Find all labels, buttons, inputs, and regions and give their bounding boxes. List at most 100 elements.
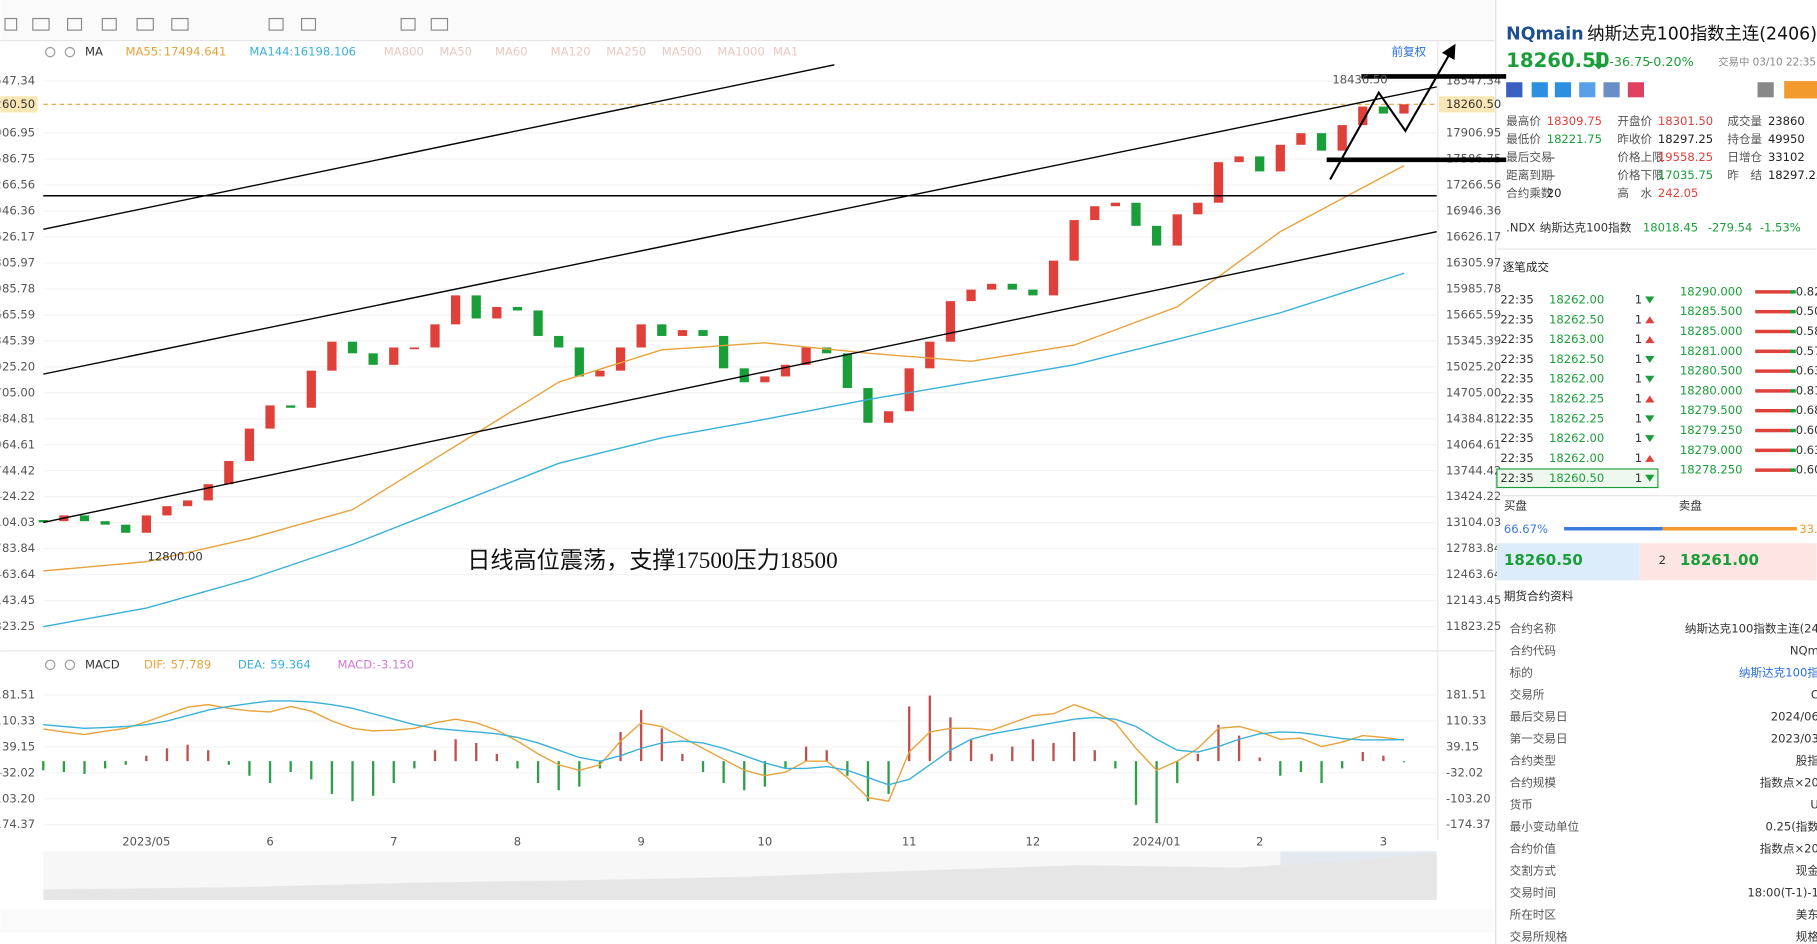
y-tick-label: 14064.61 bbox=[1446, 437, 1501, 451]
contract-label: 货币 bbox=[1510, 798, 1533, 812]
y-tick-label-left: 17266.56 bbox=[0, 177, 35, 191]
stat-value: 18309.75 bbox=[1547, 114, 1602, 128]
ask-bar bbox=[1662, 527, 1797, 531]
trade-time: 22:35 bbox=[1500, 352, 1533, 366]
x-tick-label: 2 bbox=[1256, 835, 1263, 849]
y-tick-label-left: 14384.81 bbox=[0, 411, 35, 425]
ask-box[interactable] bbox=[1639, 543, 1817, 581]
contract-name: 纳斯达克100指数主连(2406) bbox=[1587, 25, 1817, 45]
candle bbox=[533, 310, 543, 336]
depth-bar-red bbox=[1755, 290, 1790, 294]
depth-bar-red bbox=[1755, 349, 1790, 354]
candle bbox=[1193, 202, 1203, 215]
trend-line bbox=[43, 64, 835, 231]
macd-bar bbox=[1011, 746, 1014, 762]
candle bbox=[224, 460, 234, 485]
macd-bar bbox=[248, 761, 251, 776]
depth-bar-red bbox=[1755, 389, 1790, 393]
macd-bar bbox=[1176, 761, 1179, 784]
x-tick-label: 12 bbox=[1026, 835, 1041, 849]
close-icon[interactable] bbox=[64, 659, 76, 671]
trade-dir bbox=[1645, 355, 1655, 363]
candle bbox=[1399, 104, 1409, 114]
bid-box[interactable] bbox=[1496, 543, 1640, 581]
stat-label: 持仓量 bbox=[1727, 132, 1762, 146]
candle bbox=[780, 364, 791, 377]
ask-pct: 33.3 bbox=[1799, 522, 1817, 536]
stat-label: 高 水 bbox=[1617, 186, 1652, 200]
macd-bar bbox=[990, 753, 993, 762]
index-code: .NDX bbox=[1506, 221, 1535, 235]
depth-bar-red bbox=[1755, 369, 1790, 373]
low-label: 12800.00 bbox=[148, 550, 203, 564]
trade-price: 18262.50 bbox=[1549, 352, 1604, 366]
y-tick-label-left: 13744.42 bbox=[0, 463, 35, 477]
stat-label: 价格下限 bbox=[1617, 168, 1664, 182]
last-price-label-left: 18260.50 bbox=[0, 97, 35, 111]
candle bbox=[1275, 144, 1285, 172]
depth-bar-red bbox=[1755, 329, 1790, 334]
macd-bar bbox=[165, 748, 169, 762]
y-tick-label: -103.20 bbox=[1446, 791, 1491, 805]
macd-bar bbox=[1093, 750, 1096, 762]
trend-line bbox=[43, 86, 1437, 375]
candle bbox=[1255, 156, 1265, 172]
candle bbox=[1378, 106, 1389, 114]
candle bbox=[739, 368, 749, 383]
contract-value: 纳斯达克100指 bbox=[1739, 665, 1817, 679]
adjust-button[interactable]: 前复权 bbox=[1392, 45, 1427, 59]
x-tick-label: 8 bbox=[514, 835, 521, 849]
macd-bar bbox=[928, 695, 931, 762]
candle bbox=[203, 484, 213, 501]
macd-bar bbox=[1114, 761, 1117, 769]
trade-time: 22:35 bbox=[1500, 411, 1533, 425]
y-tick-label: 11823.25 bbox=[1446, 619, 1501, 633]
candle bbox=[574, 347, 584, 377]
y-tick-label-left: 39.15 bbox=[2, 739, 35, 753]
y-tick-label: 12143.45 bbox=[1446, 593, 1501, 607]
close-icon[interactable] bbox=[64, 46, 76, 58]
y-tick-label: 14384.81 bbox=[1446, 411, 1501, 425]
candle bbox=[327, 341, 337, 371]
candle bbox=[554, 335, 564, 348]
candle bbox=[1007, 283, 1017, 290]
candle bbox=[615, 347, 626, 371]
x-tick-label: 7 bbox=[390, 835, 397, 849]
macd-bar bbox=[1279, 761, 1282, 776]
candle bbox=[512, 306, 523, 311]
y-tick-label: 15025.20 bbox=[1446, 359, 1501, 373]
macd-bar bbox=[969, 739, 973, 762]
change: -36.75 bbox=[1609, 55, 1650, 70]
trade-qty: 1 bbox=[1635, 292, 1642, 306]
symbol: NQmain bbox=[1506, 25, 1583, 45]
candle bbox=[698, 330, 708, 336]
x-tick-label: 11 bbox=[902, 835, 917, 849]
candle bbox=[1358, 106, 1368, 126]
macd-bar bbox=[392, 761, 395, 784]
y-tick-label: 16626.17 bbox=[1446, 229, 1501, 243]
macd-bar bbox=[454, 739, 457, 762]
macd-bar bbox=[1196, 753, 1199, 762]
macd-bar bbox=[578, 761, 581, 787]
trade-dir bbox=[1645, 336, 1655, 344]
arrow-path bbox=[1329, 43, 1456, 181]
candle bbox=[471, 295, 481, 319]
y-tick-label-left: 15985.78 bbox=[0, 281, 35, 295]
contract-label: 合约代码 bbox=[1510, 643, 1556, 657]
settings-icon[interactable] bbox=[45, 659, 56, 671]
y-tick-label-left: 12143.45 bbox=[0, 593, 35, 607]
macd-bar bbox=[433, 750, 437, 762]
contract-value: 指数点×20 bbox=[1760, 842, 1817, 856]
stat-value: 18297.25 bbox=[1768, 168, 1817, 182]
macd-bar bbox=[846, 761, 849, 776]
candle bbox=[1316, 133, 1327, 151]
contract-label: 交割方式 bbox=[1510, 864, 1557, 878]
indicator-line bbox=[43, 272, 1405, 628]
settings-icon[interactable] bbox=[45, 46, 56, 58]
depth-price: 18281.000 bbox=[1680, 344, 1743, 358]
macd-bar bbox=[866, 761, 870, 802]
depth-bar-red bbox=[1755, 428, 1790, 433]
legend-ma: MA bbox=[85, 45, 103, 59]
contract-value: 0.25(指数 bbox=[1765, 820, 1817, 834]
